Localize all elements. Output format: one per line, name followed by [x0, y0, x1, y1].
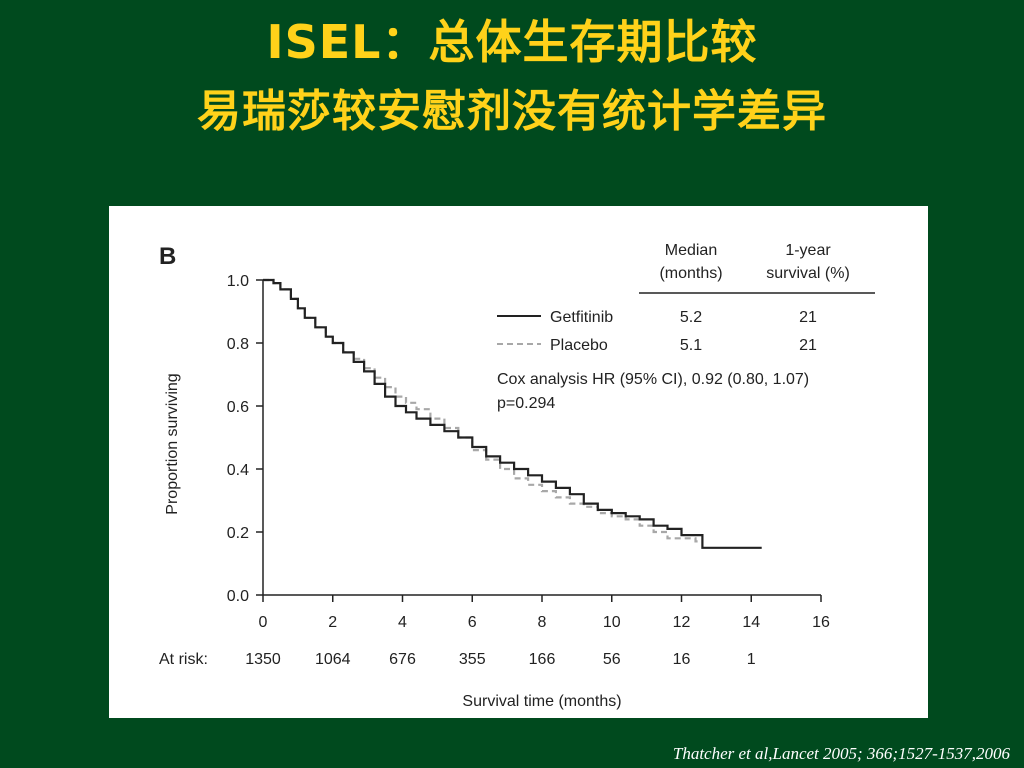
- y-tick-label: 0.4: [227, 462, 249, 479]
- title-prefix: ISEL：: [266, 15, 429, 69]
- at-risk-count: 16: [673, 651, 691, 668]
- x-tick-label: 12: [673, 614, 691, 631]
- legend-label-getfitinib: Getfitinib: [550, 309, 613, 326]
- x-tick-label: 2: [328, 614, 337, 631]
- median-placebo: 5.1: [680, 337, 702, 354]
- survival-curves: [263, 278, 762, 549]
- x-tick-label: 16: [812, 614, 830, 631]
- y-axis-label: Proportion surviving: [164, 373, 181, 514]
- table-header-median-2: (months): [659, 265, 722, 282]
- survival-placebo: 21: [799, 337, 817, 354]
- km-chart: B 0 2 4 6 8 10 12 14 16 0.0 0.2 0.4 0.6 0.8 1.0 Propo…: [159, 242, 875, 710]
- x-tick-label: 0: [259, 614, 268, 631]
- y-tick-label: 0.0: [227, 588, 249, 605]
- x-ticks: 0 2 4 6 8 10 12 14 16: [259, 595, 830, 631]
- y-tick-label: 0.8: [227, 336, 249, 353]
- table-header-median-1: Median: [665, 242, 717, 259]
- at-risk-values: 1350 1064 676 355 166 56 16 1: [245, 651, 756, 668]
- at-risk-count: 355: [459, 651, 486, 668]
- table-header-survival-1: 1-year: [785, 242, 831, 259]
- slide-title-line1: ISEL：总体生存期比较: [0, 14, 1024, 70]
- at-risk-count: 166: [529, 651, 556, 668]
- survival-figure-panel: B 0 2 4 6 8 10 12 14 16 0.0 0.2 0.4 0.6 0.8 1.0 Propo…: [109, 206, 928, 718]
- series-line-getfitinib: [263, 278, 762, 549]
- p-value-annotation: p=0.294: [497, 395, 555, 412]
- median-getfitinib: 5.2: [680, 309, 702, 326]
- legend-label-placebo: Placebo: [550, 337, 608, 354]
- x-tick-label: 14: [742, 614, 760, 631]
- table-header-survival-2: survival (%): [766, 265, 850, 282]
- at-risk-count: 56: [603, 651, 621, 668]
- x-tick-label: 8: [538, 614, 547, 631]
- at-risk-count: 1: [747, 651, 756, 668]
- panel-label: B: [159, 243, 176, 270]
- series-line-placebo: [263, 278, 703, 543]
- at-risk-label: At risk:: [159, 651, 208, 668]
- citation: Thatcher et al,Lancet 2005; 366;1527-153…: [672, 744, 1010, 763]
- at-risk-count: 676: [389, 651, 416, 668]
- slide-title-line2: 易瑞莎较安慰剂没有统计学差异: [197, 86, 827, 137]
- x-tick-label: 10: [603, 614, 621, 631]
- title-rest: 总体生存期比较: [428, 15, 758, 69]
- cox-annotation: Cox analysis HR (95% CI), 0.92 (0.80, 1.…: [497, 371, 809, 388]
- y-ticks: 0.0 0.2 0.4 0.6 0.8 1.0: [227, 273, 263, 605]
- survival-getfitinib: 21: [799, 309, 817, 326]
- y-tick-label: 0.2: [227, 525, 249, 542]
- at-risk-count: 1350: [245, 651, 281, 668]
- y-tick-label: 1.0: [227, 273, 249, 290]
- y-tick-label: 0.6: [227, 399, 249, 416]
- x-tick-label: 4: [398, 614, 407, 631]
- at-risk-count: 1064: [315, 651, 351, 668]
- x-axis-label: Survival time (months): [462, 693, 621, 710]
- x-tick-label: 6: [468, 614, 477, 631]
